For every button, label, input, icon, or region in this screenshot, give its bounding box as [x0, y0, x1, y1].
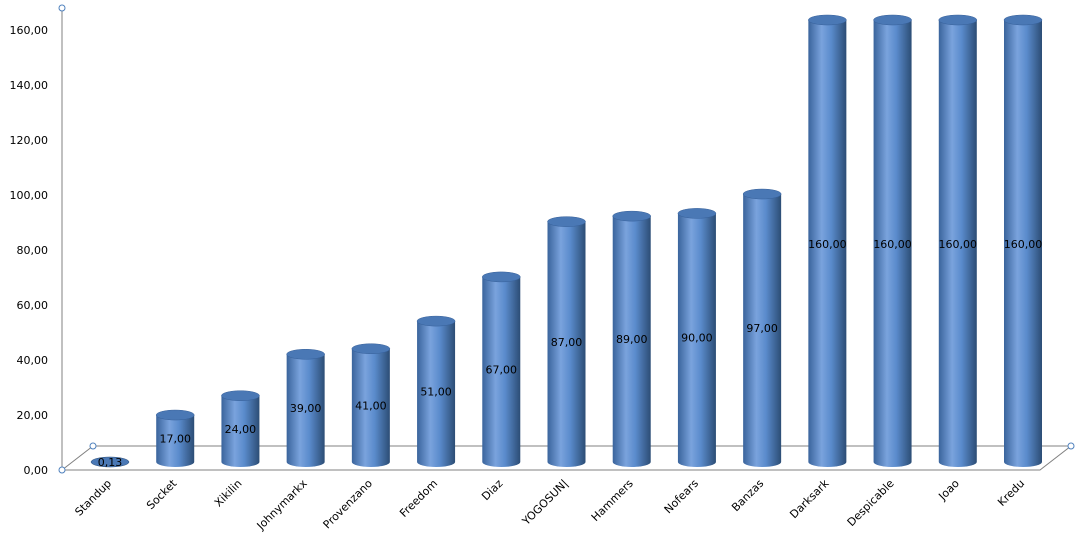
- bar-body: [351, 348, 390, 467]
- bar-body: [938, 20, 977, 467]
- y-tick-label: 160,00: [10, 24, 49, 37]
- bar-top: [221, 390, 260, 401]
- x-category-label: Provenzano: [321, 477, 376, 532]
- x-category-label: Standup: [72, 477, 114, 519]
- bar[interactable]: [286, 349, 325, 467]
- bar-body: [417, 321, 456, 467]
- bar-top: [677, 208, 717, 219]
- bar[interactable]: [482, 271, 521, 467]
- data-label: 17,00: [159, 433, 191, 446]
- bar[interactable]: [873, 14, 912, 467]
- selection-handle[interactable]: [58, 4, 66, 12]
- bar-top: [286, 349, 325, 360]
- x-category-label: Hammers: [589, 477, 636, 524]
- bar[interactable]: [351, 343, 391, 467]
- bar[interactable]: [742, 188, 782, 467]
- x-category-label: Socket: [144, 476, 180, 512]
- data-label: 160,00: [1004, 238, 1043, 251]
- data-label: 160,00: [873, 238, 912, 251]
- bar[interactable]: [416, 315, 456, 467]
- data-label: 41,00: [355, 399, 387, 412]
- bar-top: [90, 456, 130, 468]
- data-label: 51,00: [420, 386, 452, 399]
- data-label: 97,00: [746, 322, 778, 335]
- data-label: 39,00: [290, 402, 322, 415]
- bar-top: [873, 14, 912, 26]
- bar[interactable]: [612, 210, 651, 467]
- x-category-label: Kredu: [995, 477, 1027, 509]
- x-category-label: Darksark: [787, 476, 832, 521]
- bar-body: [808, 20, 847, 467]
- bar-body: [1004, 20, 1042, 467]
- x-category-label: Diaz: [479, 477, 505, 503]
- bar-top: [612, 210, 651, 222]
- y-tick-label: 0,00: [24, 464, 49, 477]
- bar-top: [351, 343, 391, 354]
- bar-body: [286, 354, 325, 467]
- bar[interactable]: [677, 208, 717, 467]
- axes: [58, 4, 1075, 474]
- bar[interactable]: [1003, 14, 1043, 467]
- bar-top: [547, 216, 586, 227]
- x-category-label: Nofears: [662, 477, 702, 517]
- bar-body: [547, 221, 586, 467]
- selection-handle[interactable]: [58, 466, 66, 474]
- y-tick-label: 100,00: [10, 189, 49, 202]
- data-label: 67,00: [486, 363, 518, 376]
- bar-top: [1003, 14, 1043, 26]
- data-label: 24,00: [225, 423, 257, 436]
- y-tick-label: 20,00: [17, 409, 49, 422]
- data-label: 87,00: [551, 336, 583, 349]
- bar-body: [612, 216, 651, 467]
- y-tick-label: 140,00: [10, 79, 49, 92]
- data-label: 90,00: [681, 332, 713, 345]
- y-tick-label: 40,00: [17, 354, 49, 367]
- x-category-label: Xikilin: [212, 477, 245, 510]
- bar[interactable]: [547, 216, 586, 467]
- bar-body: [156, 415, 195, 467]
- bars: [90, 14, 1043, 468]
- data-label: 160,00: [939, 238, 978, 251]
- data-label: 160,00: [808, 238, 847, 251]
- bar[interactable]: [90, 456, 130, 468]
- x-category-label: Johnymarkx: [254, 477, 310, 533]
- y-tick-label: 120,00: [10, 134, 49, 147]
- selection-handle[interactable]: [1067, 442, 1075, 450]
- bar-top: [742, 188, 782, 200]
- x-category-label: Despicable: [845, 477, 897, 529]
- bar[interactable]: [808, 14, 847, 467]
- bar-body: [482, 276, 521, 467]
- y-tick-label: 60,00: [17, 299, 49, 312]
- bar-top: [808, 14, 847, 26]
- x-category-label: Joao: [935, 477, 962, 504]
- data-label: 89,00: [616, 333, 648, 346]
- bar-top: [155, 409, 195, 421]
- x-category-label: YOGOSUN|: [519, 477, 571, 529]
- bar-top: [482, 271, 521, 283]
- y-tick-label: 80,00: [17, 244, 49, 257]
- bar[interactable]: [155, 409, 195, 467]
- bar-body: [743, 194, 782, 467]
- bar[interactable]: [938, 14, 978, 467]
- data-label: 0,13: [98, 456, 123, 469]
- x-category-label: Banzas: [729, 477, 766, 514]
- bar-top: [938, 14, 978, 26]
- x-category-label: Freedom: [397, 477, 440, 520]
- bar-body: [677, 213, 716, 467]
- bar[interactable]: [221, 390, 260, 467]
- bar-body: [873, 20, 912, 467]
- bar-body: [221, 395, 260, 467]
- bar-top: [416, 315, 456, 327]
- selection-handle[interactable]: [89, 442, 97, 450]
